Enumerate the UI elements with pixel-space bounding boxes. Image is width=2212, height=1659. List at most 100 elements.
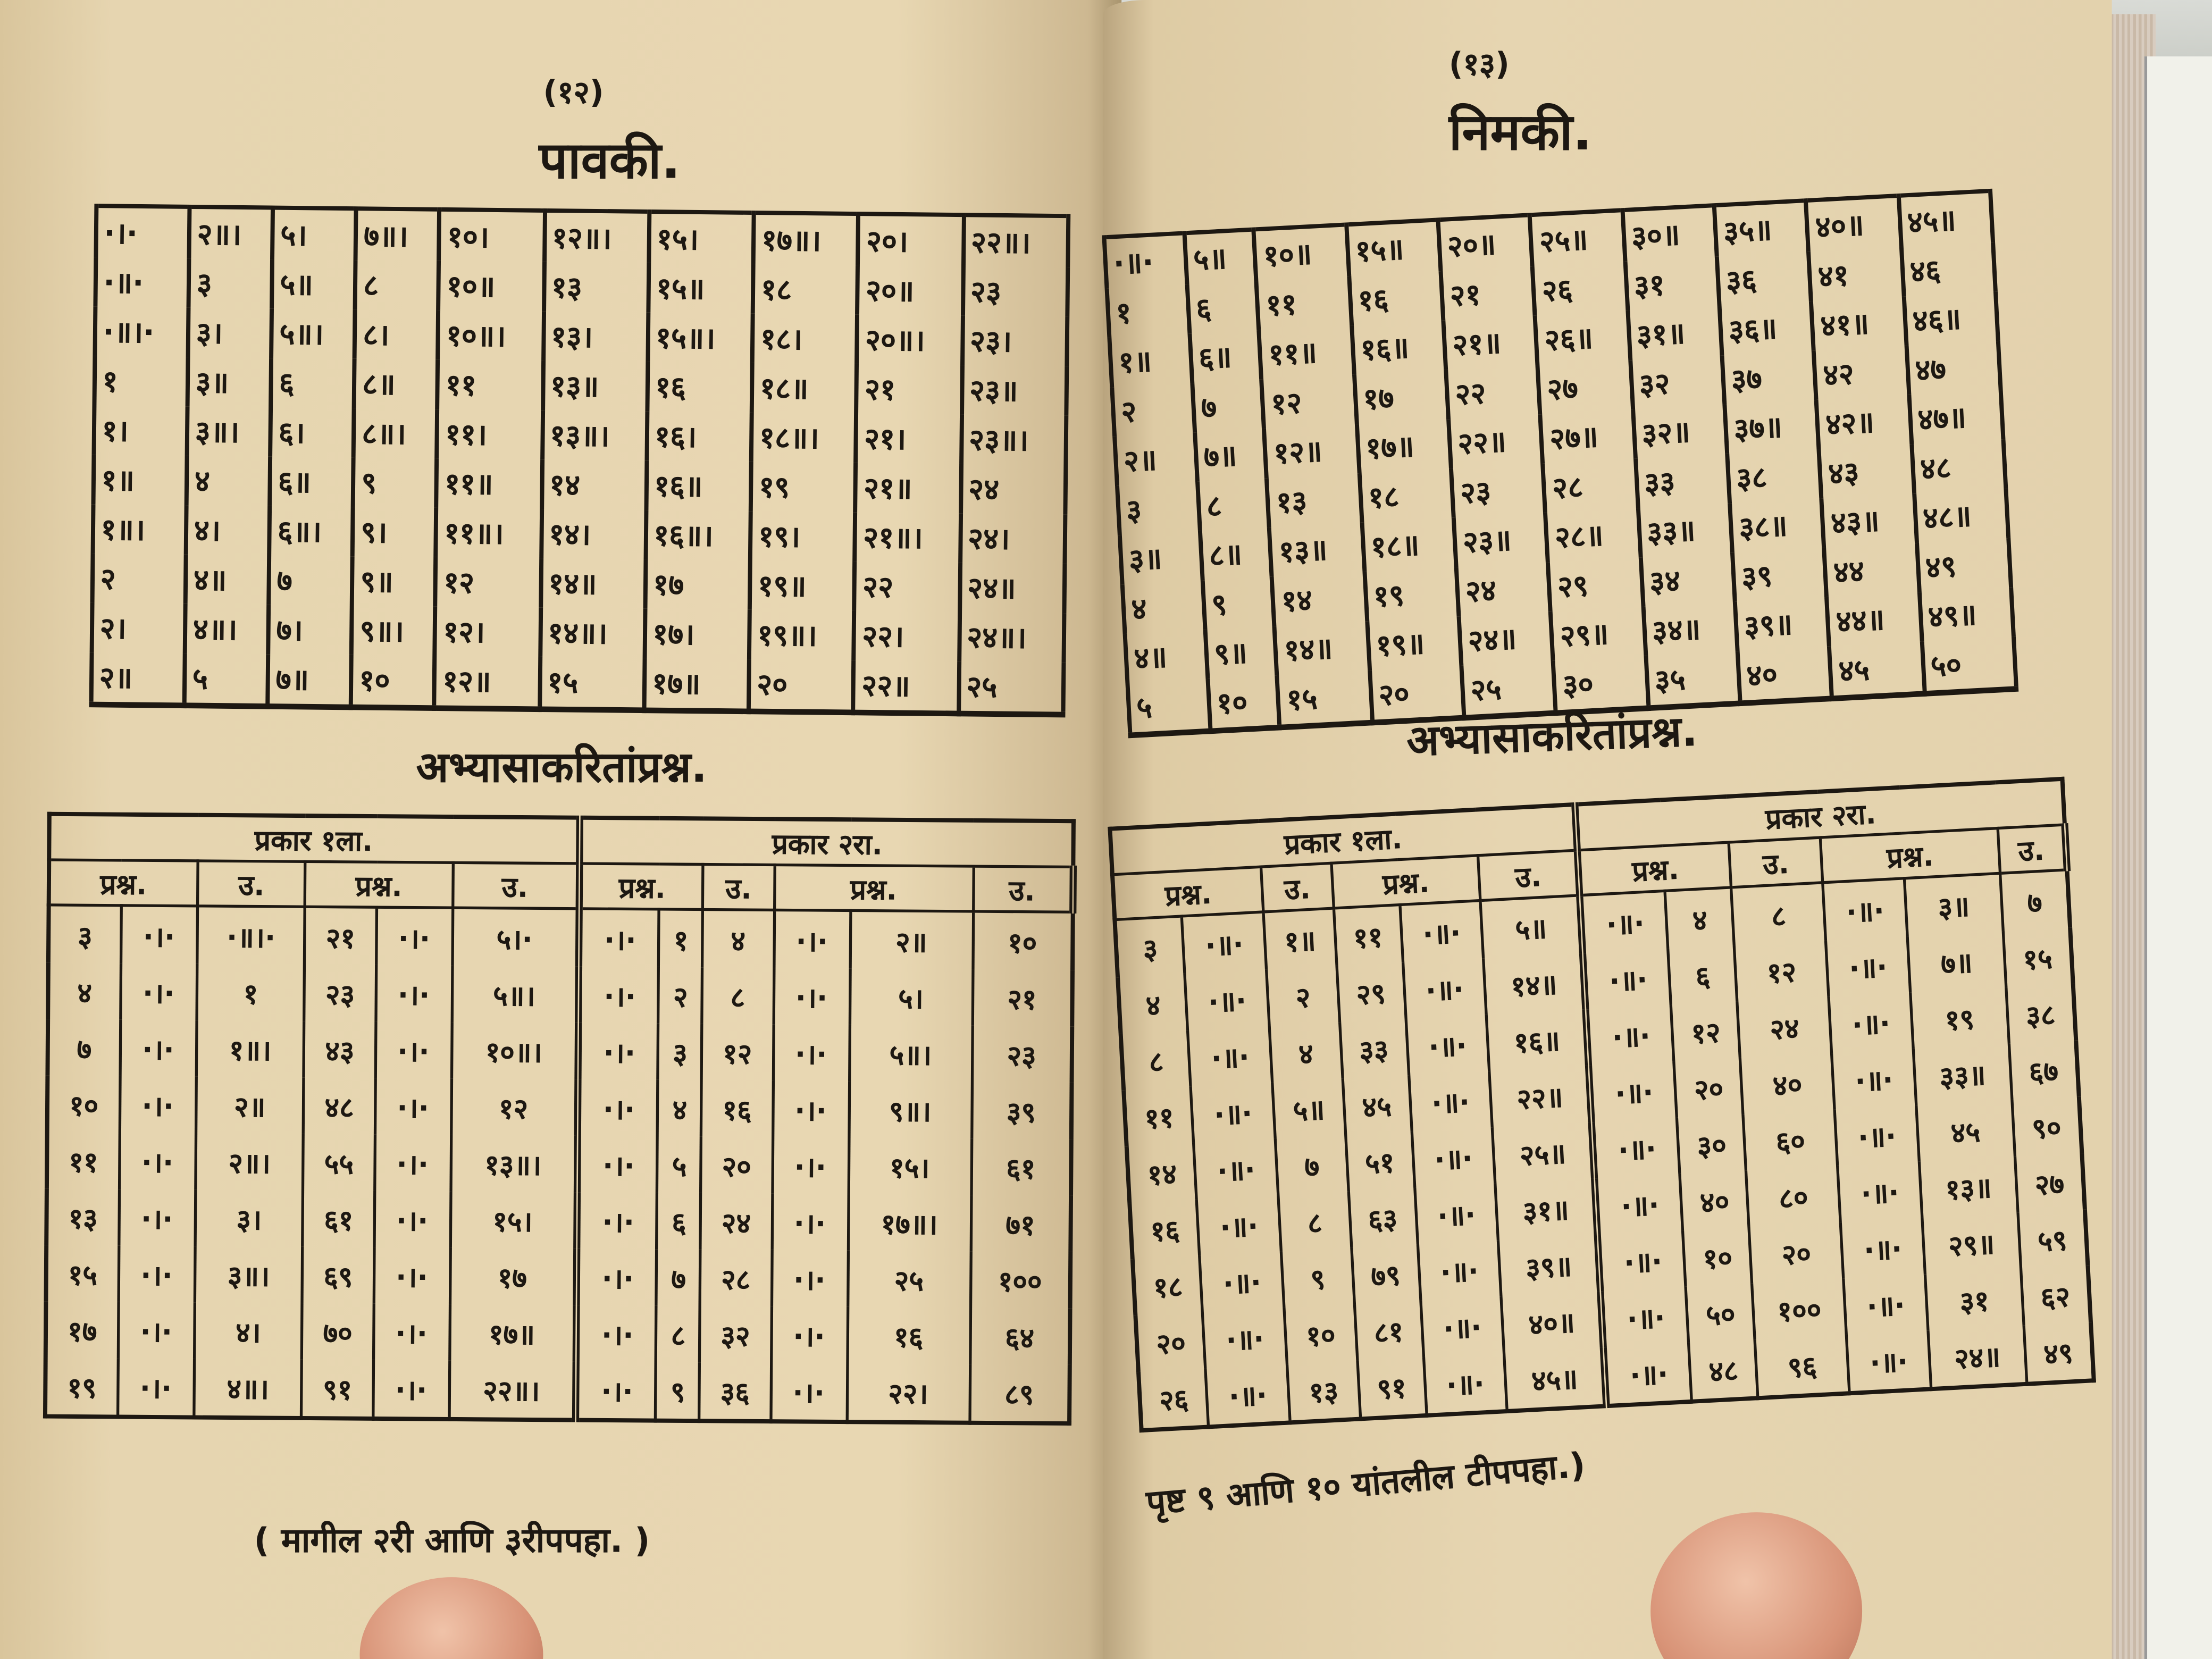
question-cell: ४ <box>48 962 121 1020</box>
table-cell: १०। <box>439 209 544 262</box>
question-cell: २९॥ <box>1922 1212 2021 1275</box>
question-header: प्रश्न. <box>48 859 198 906</box>
table-cell: २३। <box>962 315 1068 366</box>
exercise-heading: अभ्यासाकरितांप्रश्न. <box>416 743 707 793</box>
table-cell: २० <box>749 659 854 713</box>
table-cell: १३॥। <box>542 410 648 461</box>
table-cell: ४। <box>186 505 270 556</box>
page-title: निमकी. <box>1448 104 1592 163</box>
question-cell: ·।· <box>578 966 659 1024</box>
table-cell: १४॥। <box>540 607 646 658</box>
table-cell: १७ <box>1354 370 1449 424</box>
question-header: प्रश्न. <box>579 863 703 910</box>
table-cell: ·॥· <box>95 257 189 308</box>
question-cell: ३१ <box>1925 1269 2024 1331</box>
table-cell: ७ <box>1192 379 1265 433</box>
answer-cell: १ <box>196 963 305 1021</box>
table-row: ३ ·।· ·॥।· २१ ·।· ५।· ·।· १ ४ ·।· २॥ १० <box>48 904 1073 970</box>
left-page: (१२) पावकी. ·।· २॥। ५। ७॥। १०। १२॥। १५। १७॥। २०।… <box>0 0 1122 1659</box>
question-cell: १९ <box>45 1358 118 1417</box>
table-cell: ९॥। <box>351 606 436 656</box>
question-cell: ·॥· <box>1405 1015 1490 1076</box>
table-cell: ६॥ <box>1189 330 1262 383</box>
question-cell: ·।· <box>773 1024 850 1082</box>
table-cell: ८ <box>1197 478 1270 531</box>
question-cell: ·॥· <box>1205 1364 1291 1427</box>
question-cell: ·।· <box>374 1191 451 1248</box>
answer-cell: ८ <box>1731 882 1826 945</box>
table-cell: १९॥। <box>749 609 855 660</box>
answer-cell: ·॥।· <box>197 906 306 965</box>
table-cell: १०॥। <box>438 310 543 361</box>
table-cell: ५॥ <box>1184 229 1257 285</box>
question-cell: ९ <box>656 1362 700 1421</box>
table-cell: ४७ <box>1906 341 2001 395</box>
question-cell: ७० <box>302 1303 374 1360</box>
table-cell: १६। <box>647 411 752 462</box>
question-cell: ४८ <box>1689 1339 1758 1402</box>
question-cell: ·।· <box>117 1358 195 1418</box>
table-cell: २४॥ <box>959 563 1065 614</box>
question-cell: ३ <box>1115 916 1185 978</box>
question-cell: ·॥· <box>1414 1184 1499 1245</box>
question-cell: १० <box>1683 1227 1752 1287</box>
table-cell: २१॥। <box>855 512 961 563</box>
table-cell: २२॥। <box>962 215 1069 268</box>
question-cell: ·॥· <box>1586 1004 1674 1066</box>
answer-cell: २॥। <box>195 1133 304 1191</box>
table-cell: ४१॥ <box>1811 296 1906 351</box>
answer-cell: २२॥ <box>1489 1066 1592 1128</box>
answer-cell: ३१॥ <box>1495 1178 1598 1241</box>
table-cell: ३९॥ <box>1735 597 1830 651</box>
answer-cell: ३॥। <box>194 1246 303 1303</box>
question-cell: ५५ <box>303 1134 375 1191</box>
question-cell: ·।· <box>372 1360 449 1419</box>
question-cell: ·॥· <box>1601 1286 1689 1348</box>
question-cell: २२। <box>847 1363 970 1423</box>
question-cell: ·॥· <box>1840 1218 1925 1279</box>
table-cell: १८॥ <box>752 363 858 414</box>
table-cell: ४९ <box>1916 538 2012 592</box>
table-cell: ६ <box>1187 281 1260 334</box>
table-cell: ४२॥ <box>1816 395 1912 449</box>
table-cell: ७॥ <box>1194 429 1268 482</box>
answer-cell: १७ <box>449 1247 577 1305</box>
exercise-table: प्रकार १ला. प्रकार २रा. प्रश्न. उ. प्रश्न. उ.… <box>1108 776 2098 1433</box>
table-cell: ३२ <box>1630 355 1725 410</box>
table-cell: २२। <box>854 610 960 661</box>
answer-cell: ४० <box>1740 1053 1835 1115</box>
question-cell: २॥ <box>849 910 973 969</box>
question-cell: १९ <box>1910 987 2009 1049</box>
table-cell: २०। <box>858 214 964 267</box>
answer-cell: ८९ <box>969 1364 1070 1424</box>
page-number: (१३) <box>1448 48 1510 83</box>
answer-cell: ९ <box>1281 1247 1354 1308</box>
question-cell: ·॥· <box>1837 1161 1922 1222</box>
table-cell: २॥ <box>91 652 185 706</box>
table-cell: ·॥।· <box>95 306 189 357</box>
question-cell: २३ <box>304 965 376 1022</box>
table-cell: १ <box>1107 284 1190 338</box>
table-row: १७ ·।· ४। ७० ·।· १७॥ ·।· ८ ३२ ·।· १६ ६४ <box>45 1301 1070 1365</box>
answer-cell: ८० <box>1746 1166 1841 1227</box>
table-cell: ३ <box>1117 481 1200 535</box>
question-cell: ·॥· <box>1831 1049 1916 1110</box>
question-cell: ५॥। <box>849 1025 973 1083</box>
table-cell: ८॥ <box>1200 527 1272 581</box>
table-cell: ९ <box>1202 576 1275 630</box>
answer-cell: ६४ <box>969 1308 1070 1365</box>
question-cell: ३॥ <box>1904 873 2003 936</box>
question-cell: ·।· <box>576 1249 657 1306</box>
table-cell: ३०॥ <box>1622 205 1717 262</box>
table-cell: २३॥ <box>961 365 1067 416</box>
question-cell: ·॥· <box>1423 1352 1508 1415</box>
answer-cell: २॥ <box>196 1076 304 1134</box>
question-cell: १४ <box>1126 1143 1197 1203</box>
question-cell: ७॥ <box>1907 931 2006 993</box>
half-table: ·॥· ५॥ १०॥ १५॥ २०॥ २५॥ ३०॥ ३५॥ ४०॥ ४५॥ १ ६ ११ १६ २१ २६ ३… <box>1102 188 2019 739</box>
table-cell: ११ <box>437 359 543 410</box>
table-cell: १८। <box>752 313 858 364</box>
table-cell: ४॥ <box>1125 630 1208 683</box>
answer-cell: १॥। <box>196 1020 305 1078</box>
table-cell: ४६ <box>1900 242 1996 297</box>
